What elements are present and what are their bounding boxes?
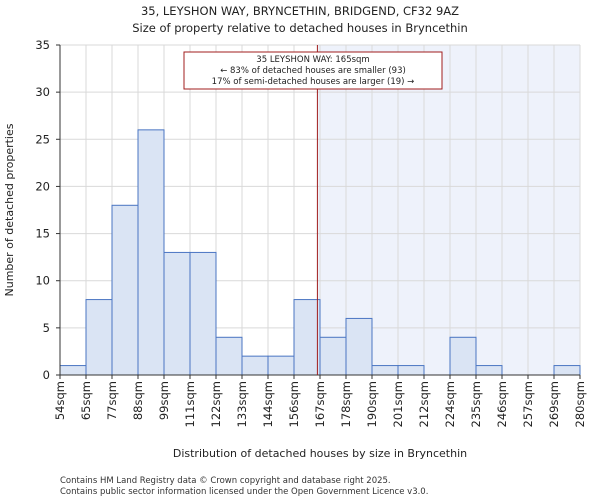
y-tick-label: 25 <box>35 132 50 146</box>
y-tick-label: 10 <box>35 274 50 288</box>
bar <box>553 365 581 376</box>
x-axis-label: Distribution of detached houses by size … <box>173 447 467 460</box>
x-tick-label: 54sqm <box>53 381 67 420</box>
footer-line-2: Contains public sector information licen… <box>60 487 428 497</box>
axes <box>56 44 581 379</box>
x-tick-label: 77sqm <box>105 381 119 420</box>
y-axis-label: Number of detached properties <box>3 123 16 296</box>
bar <box>85 299 113 376</box>
annotation-line-1: 35 LEYSHON WAY: 165sqm <box>256 55 369 65</box>
x-tick-label: 99sqm <box>157 381 171 420</box>
bar <box>293 299 321 376</box>
y-tick-label: 0 <box>43 368 50 382</box>
x-tick-label: 269sqm <box>547 381 561 427</box>
bar <box>371 365 399 376</box>
annotation: 35 LEYSHON WAY: 165sqm ← 83% of detached… <box>183 51 443 90</box>
x-tick-label: 88sqm <box>131 381 145 420</box>
annotation-box <box>183 51 443 90</box>
x-tick-label: 212sqm <box>417 381 431 427</box>
x-tick-label: 144sqm <box>261 381 275 427</box>
y-tick-labels: 0 5 10 15 20 25 30 35 <box>35 38 50 382</box>
x-tick-label: 167sqm <box>313 381 327 427</box>
bars <box>59 129 581 376</box>
chart-title: 35, LEYSHON WAY, BRYNCETHIN, BRIDGEND, C… <box>141 4 459 18</box>
bar <box>111 204 139 376</box>
x-tick-label: 280sqm <box>573 381 587 427</box>
x-tick-label: 190sqm <box>365 381 379 427</box>
x-tick-label: 111sqm <box>183 381 197 427</box>
bar <box>449 336 477 376</box>
bar <box>475 365 503 376</box>
bar <box>163 251 191 376</box>
bar <box>59 365 87 376</box>
bar <box>267 355 295 376</box>
bar <box>319 336 347 376</box>
bar <box>215 336 243 376</box>
bar <box>137 129 165 376</box>
x-tick-label: 133sqm <box>235 381 249 427</box>
y-tick-label: 5 <box>43 321 50 335</box>
annotation-line-3: 17% of semi-detached houses are larger (… <box>212 77 415 87</box>
x-tick-label: 156sqm <box>287 381 301 427</box>
bar <box>397 365 425 376</box>
y-tick-label: 35 <box>35 38 50 52</box>
bar <box>345 317 373 376</box>
x-tick-label: 201sqm <box>391 381 405 427</box>
annotation-line-2: ← 83% of detached houses are smaller (93… <box>220 66 406 76</box>
y-tick-label: 15 <box>35 227 50 241</box>
x-tick-label: 178sqm <box>339 381 353 427</box>
y-tick-label: 30 <box>35 85 50 99</box>
bar <box>241 355 269 376</box>
x-tick-labels: 54sqm 65sqm 77sqm 88sqm 99sqm 111sqm 122sqm 133… <box>53 381 587 427</box>
x-tick-label: 122sqm <box>209 381 223 427</box>
chart-subtitle: Size of property relative to detached ho… <box>132 21 468 35</box>
footer-line-1: Contains HM Land Registry data © Crown c… <box>60 476 391 486</box>
x-tick-label: 235sqm <box>469 381 483 427</box>
x-tick-label: 246sqm <box>495 381 509 427</box>
x-tick-label: 65sqm <box>79 381 93 420</box>
bar <box>189 251 217 376</box>
x-tick-label: 224sqm <box>443 381 457 427</box>
x-tick-label: 257sqm <box>521 381 535 427</box>
y-tick-label: 20 <box>35 179 50 193</box>
